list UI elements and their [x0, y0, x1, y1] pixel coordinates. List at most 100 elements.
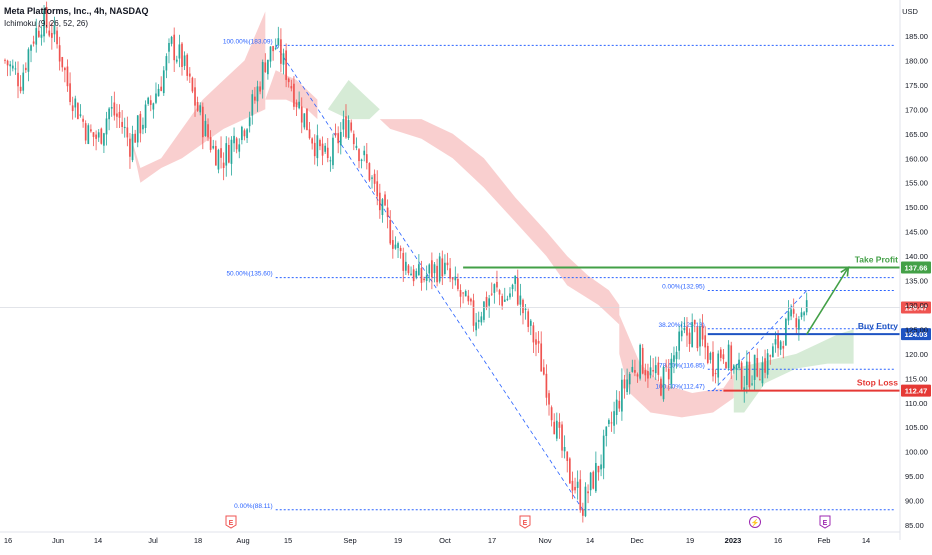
candle-body: [501, 296, 504, 306]
time-tick-label: Oct: [439, 536, 452, 545]
candle-body: [472, 300, 475, 326]
candle-body: [188, 73, 191, 77]
candle-body: [196, 102, 199, 111]
earnings-event-marker[interactable]: E: [225, 515, 237, 529]
candle-body: [738, 359, 740, 369]
candle-body: [134, 133, 136, 143]
candle-body: [66, 66, 69, 87]
ichimoku-cloud-bearish: [619, 314, 734, 418]
candle-body: [480, 316, 483, 323]
candle-body: [342, 119, 345, 130]
fib-level-label: 0.00%(132.95): [662, 284, 705, 291]
candle-body: [48, 30, 51, 36]
last-price-badge: [901, 301, 931, 314]
candle-body: [483, 301, 485, 320]
candle-body: [51, 32, 53, 38]
candle-body: [800, 312, 803, 318]
candle-body: [803, 312, 805, 316]
time-tick-label: Aug: [236, 536, 249, 545]
candle-body: [634, 370, 636, 373]
candle-body: [254, 96, 256, 101]
price-tick-label: 150.00: [905, 203, 928, 212]
candle-body: [701, 325, 704, 340]
event-marker-symbol: E: [523, 520, 528, 527]
candle-body: [753, 354, 756, 380]
candle-body: [779, 341, 782, 350]
candle-body: [709, 352, 712, 360]
candle-body: [475, 322, 477, 331]
event-marker-symbol: E: [229, 520, 234, 527]
candle-body: [542, 367, 545, 375]
price-tick-label: 85.00: [905, 521, 924, 530]
candle-body: [147, 97, 150, 104]
candle-body: [571, 480, 574, 491]
candle-body: [384, 194, 386, 206]
candle-body: [626, 379, 628, 393]
candle-body: [123, 126, 126, 129]
time-tick-label: Sep: [343, 536, 356, 545]
candle-body: [389, 219, 392, 244]
candle-body: [162, 70, 165, 94]
candle-body: [402, 252, 405, 271]
price-tick-label: 185.00: [905, 32, 928, 41]
candle-body: [675, 351, 678, 360]
earnings-event-marker[interactable]: E: [819, 515, 831, 529]
candle-body: [576, 481, 579, 488]
candle-body: [290, 86, 293, 89]
candle-body: [516, 278, 519, 305]
candle-body: [355, 145, 358, 148]
candle-body: [680, 330, 683, 337]
candle-body: [376, 181, 379, 197]
candle-body: [719, 349, 722, 358]
candle-body: [660, 378, 662, 396]
candle-body: [61, 57, 64, 68]
candle-body: [248, 117, 251, 127]
candle-body: [727, 344, 730, 369]
candle-body: [696, 327, 699, 349]
candle-body: [149, 100, 152, 105]
trade-level-value: 137.66: [905, 263, 928, 272]
candle-body: [608, 420, 610, 425]
time-tick-label: Jul: [148, 536, 158, 545]
candle-body: [457, 278, 459, 290]
indicator-label: Ichimoku (9, 26, 52, 26): [4, 19, 88, 28]
earnings-event-marker[interactable]: E: [519, 515, 531, 529]
candle-body: [321, 143, 324, 156]
candle-body: [399, 247, 402, 252]
candle-body: [550, 407, 553, 421]
candle-body: [759, 379, 761, 381]
candle-body: [165, 56, 168, 71]
candle-body: [397, 243, 399, 248]
candle-body: [243, 130, 246, 137]
candle-body: [235, 138, 238, 150]
candle-body: [446, 262, 449, 266]
candle-body: [449, 268, 451, 279]
candle-body: [58, 45, 61, 62]
candle-body: [238, 144, 241, 152]
candle-body: [514, 275, 517, 284]
candle-body: [467, 295, 470, 302]
candle-body: [623, 379, 626, 389]
candle-body: [230, 139, 233, 164]
candle-body: [785, 318, 787, 346]
candle-body: [774, 339, 777, 345]
candle-body: [732, 365, 735, 370]
price-tick-label: 135.00: [905, 277, 928, 286]
candle-body: [628, 373, 631, 385]
dividend-event-marker[interactable]: ⚡: [749, 516, 761, 528]
candle-body: [706, 345, 709, 363]
candle-body: [30, 45, 32, 51]
candle-body: [717, 353, 720, 378]
candle-body: [170, 36, 173, 44]
candle-body: [45, 7, 48, 29]
candle-body: [345, 116, 347, 138]
candle-body: [194, 87, 196, 106]
candle-body: [360, 159, 363, 161]
candle-body: [644, 370, 647, 376]
candle-body: [326, 147, 329, 159]
candle-body: [670, 358, 673, 385]
candle-body: [678, 331, 681, 351]
candle-body: [420, 267, 423, 283]
candle-body: [121, 121, 123, 127]
